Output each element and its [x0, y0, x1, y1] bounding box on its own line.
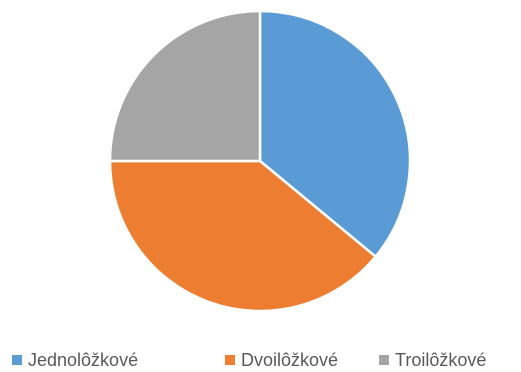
legend-label-jednolozkove: Jednolôžkové	[28, 350, 139, 370]
legend-item-dvoilozkove: Dvoilôžkové	[225, 350, 338, 370]
pie-chart	[108, 9, 412, 313]
pie-slice-troilozkove	[108, 9, 262, 163]
legend-label-troilozkove: Troilôžkové	[395, 350, 487, 370]
pie-slice-dvoilozkove	[108, 159, 377, 313]
legend-swatch-jednolozkove	[12, 355, 22, 365]
pie-slice-jednolozkove	[258, 9, 412, 258]
legend-item-troilozkove: Troilôžkové	[379, 350, 486, 370]
legend-label-dvoilozkove: Dvoilôžkové	[241, 350, 339, 370]
legend-swatch-troilozkove	[379, 355, 389, 365]
legend-swatch-dvoilozkove	[225, 355, 235, 365]
legend: Jednolôžkové Dvoilôžkové Troilôžkové	[0, 350, 521, 372]
legend-item-jednolozkove: Jednolôžkové	[12, 350, 138, 370]
